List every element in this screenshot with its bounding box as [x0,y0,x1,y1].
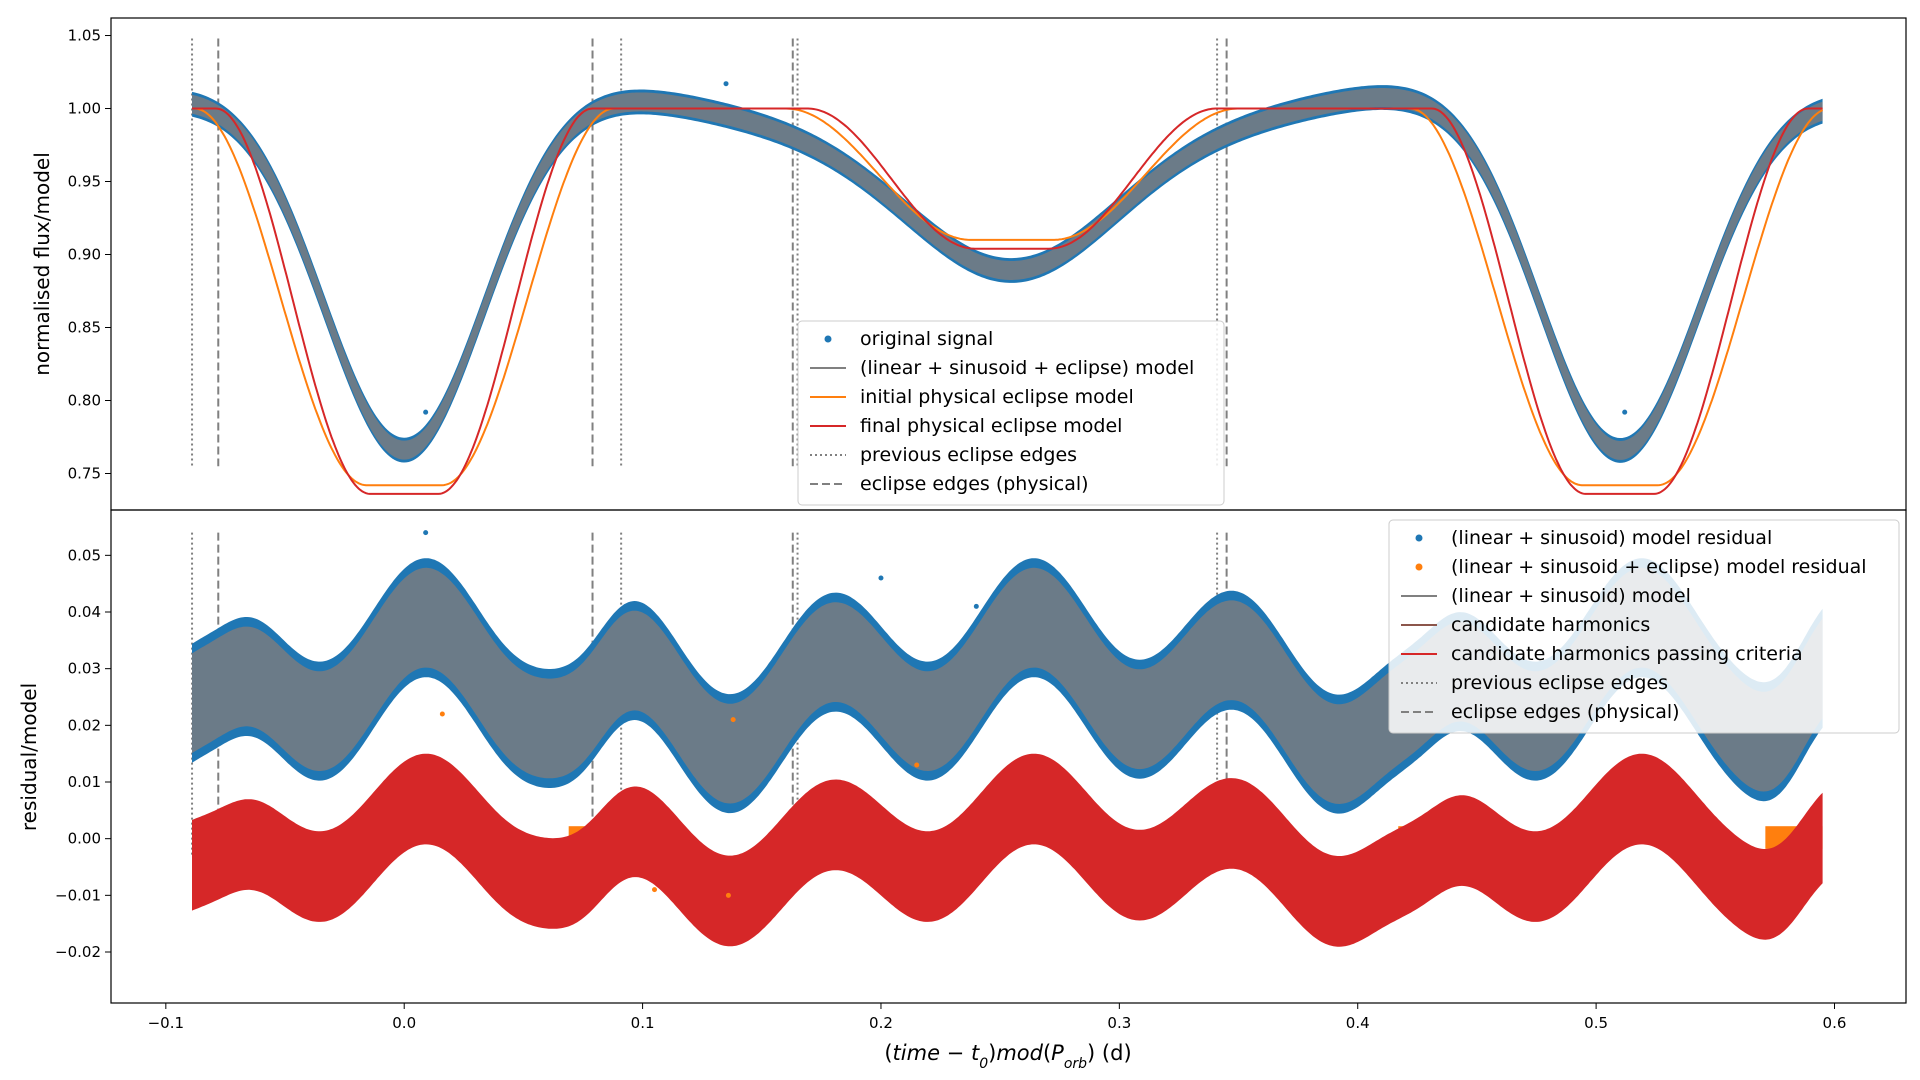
bottom-legend: (linear + sinusoid) model residual (linea… [1388,519,1900,734]
bottom-y-tick-label: 0.00 [68,830,101,848]
bottom-panel: −0.02 −0.01 0.00 0.01 0.02 0.03 0.04 0.05 −0.1 0… [17,509,1907,1072]
bottom-y-tick-label: 0.03 [68,660,101,678]
top-y-tick-label: 0.85 [68,319,101,337]
top-y-tick-label: 0.95 [68,173,101,191]
legend-label: initial physical eclipse model [860,386,1134,408]
top-y-tick-label: 1.05 [68,27,101,45]
x-tick-label: 0.1 [631,1014,655,1032]
linear-sinusoid-model-line [192,567,1823,804]
x-tick-label: 0.5 [1584,1014,1608,1032]
legend-marker [1415,534,1423,542]
x-tick-label: −0.1 [148,1014,184,1032]
bottom-y-tick-label: 0.04 [68,603,101,621]
bottom-y-tick-label: 0.02 [68,716,101,734]
bottom-y-tick-label: 0.05 [68,546,101,564]
x-ticks: −0.1 0.0 0.1 0.2 0.3 0.4 0.5 0.6 [148,1003,1847,1032]
residual-outlier-point [914,762,920,768]
x-tick-label: 0.2 [869,1014,893,1032]
final-physical-eclipse-model-line [192,107,1823,495]
bottom-y-tick-label: −0.01 [55,886,101,904]
top-y-ticks: 0.75 0.80 0.85 0.90 0.95 1.00 1.05 [68,27,111,483]
legend-label: candidate harmonics [1451,614,1650,636]
top-y-tick-label: 1.00 [68,100,101,118]
legend-label: (linear + sinusoid + eclipse) model resi… [1451,556,1867,578]
legend-label: final physical eclipse model [860,415,1122,437]
bottom-y-tick-label: 0.01 [68,773,101,791]
legend-box [1388,519,1900,734]
legend-label: eclipse edges (physical) [1451,701,1680,723]
candidate-harmonics-passing-criteria-line [192,753,1823,947]
residual-outlier-point [439,711,445,717]
legend-label: previous eclipse edges [1451,672,1668,694]
legend-label: previous eclipse edges [860,444,1077,466]
residual-outlier-point [878,575,884,581]
top-legend: original signal (linear + sinusoid + ecli… [797,320,1225,506]
residual-outlier-point [652,887,658,893]
x-tick-label: 0.4 [1346,1014,1370,1032]
top-panel: 0.75 0.80 0.85 0.90 0.95 1.00 1.05 normalised … [30,17,1907,511]
legend-label: original signal [860,328,993,350]
bottom-y-tick-label: −0.02 [55,943,101,961]
linear-sinusoid-eclipse-model-line [192,88,1823,460]
top-y-tick-label: 0.75 [68,465,101,483]
bottom-y-ticks: −0.02 −0.01 0.00 0.01 0.02 0.03 0.04 0.05 [55,546,111,961]
x-tick-label: 0.6 [1823,1014,1847,1032]
bottom-plot-area [191,530,1823,947]
legend-marker [824,335,832,343]
top-y-axis-label: normalised flux/model [30,152,54,376]
initial-physical-eclipse-model-line [192,107,1824,487]
legend-label: (linear + sinusoid) model [1451,585,1691,607]
legend-label: candidate harmonics passing criteria [1451,643,1803,665]
original-signal-outlier-point [723,81,729,87]
x-tick-label: 0.0 [392,1014,416,1032]
legend-label: eclipse edges (physical) [860,473,1089,495]
original-signal-outlier-point [423,409,429,415]
top-y-tick-label: 0.90 [68,246,101,264]
residual-outlier-point [730,717,736,723]
x-axis-label: (time − t0)mod(Porb) (d) [884,1041,1131,1072]
residual-outlier-point [423,530,429,536]
top-plot-area [191,38,1824,495]
x-tick-label: 0.3 [1107,1014,1131,1032]
bottom-y-axis-label: residual/model [17,683,41,831]
legend-box [797,320,1225,506]
top-y-tick-label: 0.80 [68,392,101,410]
original-signal-outlier-point [1622,409,1628,415]
residual-outlier-point [725,892,731,898]
legend-marker [1415,563,1423,571]
residual-outlier-point [973,603,979,609]
bottom-axes-frame [110,509,1907,1004]
legend-label: (linear + sinusoid + eclipse) model [860,357,1194,379]
legend-label: (linear + sinusoid) model residual [1451,527,1772,549]
